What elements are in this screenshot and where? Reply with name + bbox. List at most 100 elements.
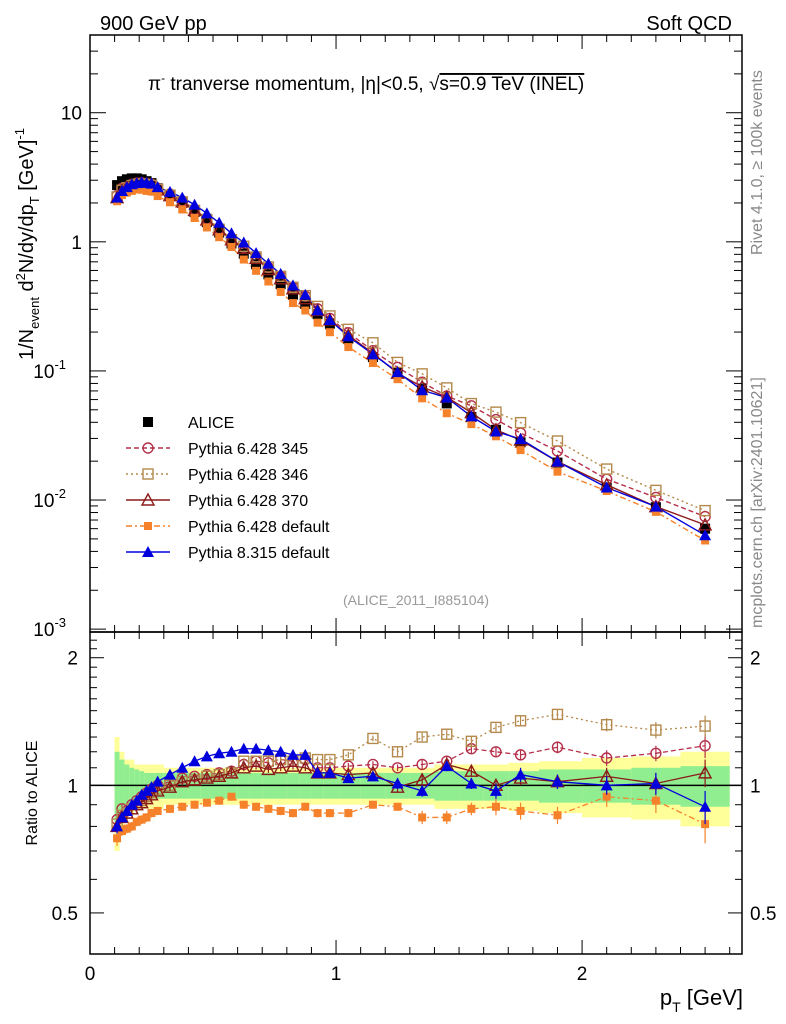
main-series-point [142, 186, 151, 195]
ratio-series-point [298, 760, 313, 774]
main-series-point [391, 366, 404, 378]
ratio-series-point [236, 760, 251, 774]
main-series-point [178, 205, 187, 214]
main-series-point [418, 394, 427, 403]
ratio-series-point [213, 747, 226, 759]
ratio-series-point [367, 732, 379, 745]
ratio-series-point [175, 774, 190, 788]
main-series-point [699, 529, 712, 541]
ratio-series-point [465, 777, 478, 789]
ratio-series-point [489, 784, 502, 796]
main-series-point [120, 181, 133, 193]
main-series-point [651, 507, 660, 516]
ratio-series-point [276, 806, 285, 815]
legend: ALICE Pythia 6.428 345 Pythia 6.428 346 Pyt… [126, 415, 330, 562]
ratio-series-point [176, 761, 189, 773]
x-tick-label: 0 [85, 964, 96, 985]
ratio-series-point [442, 813, 451, 822]
ratio-series-point [122, 824, 131, 833]
main-series-point [551, 455, 564, 467]
main-series-point [650, 484, 662, 497]
legend-label: Pythia 6.428 370 [188, 493, 308, 510]
ratio-series-point [111, 820, 124, 832]
y-tick-label: 10-2 [33, 486, 66, 512]
ratio-series-point [311, 766, 324, 778]
ratio-series-point [239, 800, 248, 809]
legend-marker [142, 546, 154, 557]
ratio-series-point [113, 834, 122, 843]
ratio-series-point [288, 809, 297, 818]
main-series-point [137, 185, 146, 194]
main-series-point [122, 188, 131, 197]
ratio-series-point [273, 760, 288, 774]
main-series-point [288, 299, 297, 308]
main-series-point [299, 288, 312, 300]
ratio-series-point [342, 772, 355, 784]
main-series-point [649, 500, 662, 512]
ratio-series-point [393, 802, 402, 811]
main-series-point [286, 279, 299, 291]
main-series-point [163, 185, 176, 197]
main-series-point [416, 384, 429, 396]
main-series-point [344, 343, 353, 352]
ratio-series-point [344, 809, 353, 818]
ratio-series-point [130, 794, 143, 806]
ratio-series-point [252, 802, 261, 811]
ratio-series-point [248, 758, 264, 772]
plot-title: π- tranverse momentum, |η|<0.5, √s=0.9 T… [148, 71, 584, 95]
main-series-point [553, 467, 562, 476]
main-series-line [116, 183, 706, 512]
main-series-point [261, 262, 276, 276]
ratio-series-point [163, 768, 176, 780]
ratio-series-point [551, 708, 564, 721]
ratio-y-tick-label-right: 2 [750, 649, 761, 670]
alice-data-point [189, 207, 200, 218]
ratio-series-point [115, 811, 128, 823]
main-series-point [227, 243, 236, 252]
ratio-series-point [514, 768, 527, 780]
main-series-point [250, 247, 263, 259]
main-series-point [188, 198, 201, 210]
ratio-series-point [514, 749, 527, 761]
header-right: Soft QCD [646, 13, 732, 35]
main-series-point [600, 481, 613, 493]
ratio-series-point [264, 804, 273, 813]
ratio-series-point [440, 760, 453, 772]
ratio-series-point [490, 746, 502, 758]
ratio-series-point [342, 760, 355, 772]
ratio-series-point [551, 741, 564, 753]
main-series-point [264, 277, 273, 286]
main-series-point [225, 227, 238, 239]
ratio-series-point [224, 765, 239, 779]
main-series-point [151, 181, 164, 193]
main-series-point [147, 187, 156, 196]
ratio-series-point [200, 750, 213, 762]
legend-marker [140, 492, 156, 506]
legend-label: Pythia 6.428 default [188, 519, 330, 536]
main-series-point [311, 304, 324, 316]
ratio-series-point [418, 813, 427, 822]
alice-data-point [700, 523, 711, 534]
ratio-series-point [600, 779, 613, 791]
alice-data-point [251, 259, 262, 270]
mcplots-label: mcplots.cern.ch [arXiv:2401.10621] [749, 377, 766, 628]
legend-marker-alice [143, 417, 153, 427]
ratio-series-point [151, 775, 164, 787]
ratio-series-point [313, 809, 322, 818]
ratio-y-tick-label: 0.5 [52, 904, 78, 925]
ratio-series-point [516, 806, 525, 815]
ratio-y-tick-label-right: 0.5 [750, 904, 776, 925]
main-series-point [274, 267, 287, 279]
main-series-point [111, 191, 124, 203]
ratio-series-point [391, 762, 404, 774]
ratio-y-tick-label-right: 1 [750, 776, 761, 797]
ratio-series-point [153, 806, 162, 815]
ratio-series-point [225, 745, 238, 757]
main-series-point [215, 233, 224, 242]
main-series-point [465, 397, 478, 410]
main-series-point [416, 368, 428, 380]
main-series-point [237, 236, 250, 248]
ratio-series-point [261, 761, 276, 776]
main-series-point [276, 287, 285, 296]
ratio-series-point [699, 740, 711, 752]
